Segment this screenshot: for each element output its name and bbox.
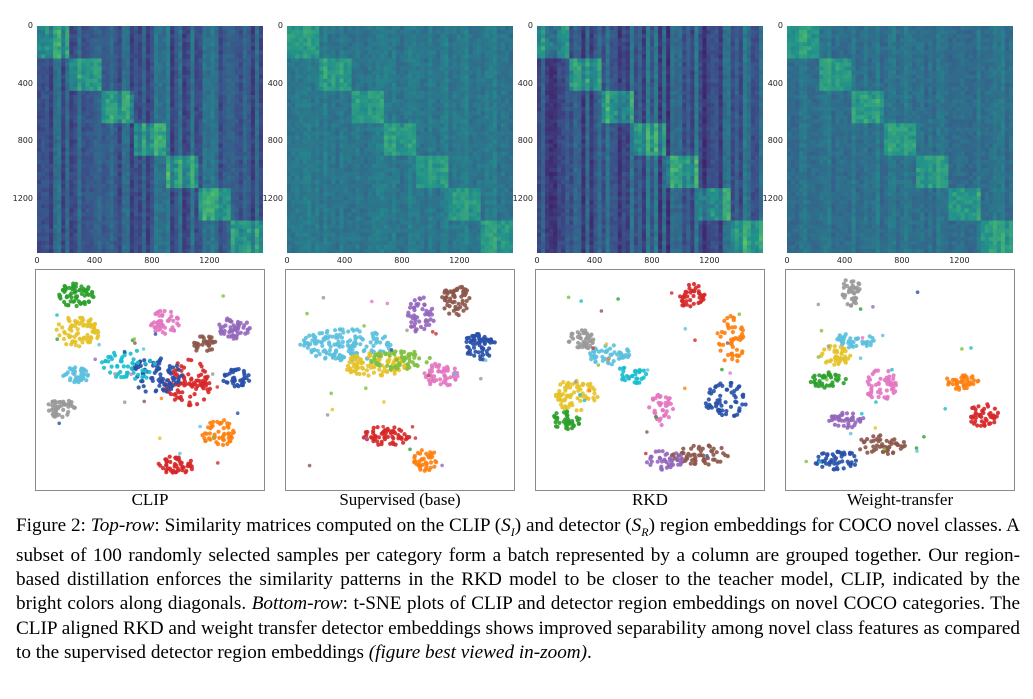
caption-sr-symbol: S: [631, 515, 642, 536]
caption-sr-sub: R: [641, 524, 649, 539]
caption-part1: : Similarity matrices computed on the CL…: [154, 515, 502, 536]
matrix-x-tick: 800: [644, 256, 660, 265]
matrix-y-tick: 400: [17, 78, 33, 88]
matrix-x-tick: 0: [34, 256, 40, 265]
matrix-svg-rkd: [537, 26, 763, 253]
matrix-x-tick: 800: [394, 256, 410, 265]
caption-si-symbol: S: [501, 515, 511, 536]
matrix-y-tick: 1200: [512, 193, 533, 203]
figure-caption: Figure 2: Top-row: Similarity matrices c…: [16, 514, 1020, 665]
column-label-clip: CLIP: [131, 490, 169, 509]
matrix-x-tick: 0: [284, 256, 290, 265]
matrix-x-tick: 0: [534, 256, 540, 265]
matrix-y-tick: 400: [767, 78, 783, 88]
caption-top-row-label: Top-row: [90, 515, 155, 536]
matrix-y-tick: 800: [17, 136, 33, 146]
caption-part2: ) and detector (: [514, 515, 632, 536]
matrix-y-tick: 800: [517, 136, 533, 146]
tsne-plot-rkd: [535, 269, 765, 491]
column-label-rkd: RKD: [632, 490, 668, 509]
similarity-matrix-clip: [37, 26, 263, 253]
matrix-y-tick: 0: [777, 21, 783, 30]
matrix-x-tick: 400: [336, 256, 353, 265]
matrix-y-tick: 1200: [762, 193, 783, 203]
matrix-y-tick: 400: [517, 78, 533, 88]
caption-note: (figure best viewed in-zoom): [368, 641, 588, 663]
matrix-x-tick: 1200: [199, 256, 220, 265]
matrix-x-tick: 1200: [699, 256, 720, 265]
tsne-svg-clip: [46, 281, 252, 475]
tsne-plot-supervised: [285, 269, 515, 491]
matrix-x-tick: 400: [586, 256, 603, 265]
matrix-y-tick: 1200: [12, 193, 33, 203]
matrix-y-tick: 0: [27, 21, 33, 30]
similarity-matrix-supervised: [287, 26, 513, 253]
similarity-matrix-rkd: [537, 26, 763, 253]
column-label-weight-transfer: Weight-transfer: [846, 490, 954, 509]
matrix-y-tick: 800: [767, 136, 783, 146]
matrix-x-tick: 400: [836, 256, 853, 265]
matrix-y-tick: 800: [267, 136, 283, 146]
caption-end: .: [587, 641, 592, 663]
caption-part4: : t-SNE plots of CLIP and detector regio…: [16, 593, 1020, 663]
matrix-x-tick: 800: [894, 256, 910, 265]
matrix-y-tick: 400: [267, 78, 283, 88]
caption-si-sub: I: [510, 524, 515, 539]
matrix-y-tick: 0: [527, 21, 533, 30]
caption-part3: ) region embeddings for COCO novel class…: [16, 515, 1020, 615]
caption-bottom-row-label: Bottom-row: [251, 593, 343, 615]
matrix-x-tick: 400: [86, 256, 103, 265]
matrix-x-tick: 1200: [949, 256, 970, 265]
matrix-y-tick: 0: [277, 21, 283, 30]
matrix-svg-weight: [787, 26, 1013, 253]
tsne-plot-weight-transfer: [785, 269, 1015, 491]
matrix-svg-clip: [37, 26, 263, 253]
matrix-y-tick: 1200: [262, 193, 283, 203]
similarity-matrix-weight-transfer: [787, 26, 1013, 253]
caption-figure-label: Figure 2:: [16, 515, 86, 536]
matrix-svg-supervised: [287, 26, 513, 253]
matrix-x-tick: 1200: [449, 256, 470, 265]
tsne-plot-clip: [35, 269, 265, 491]
tsne-svg-weight: [804, 278, 1001, 472]
tsne-svg-supervised: [298, 284, 497, 473]
matrix-x-tick: 0: [784, 256, 790, 265]
matrix-x-tick: 800: [144, 256, 160, 265]
column-label-supervised: Supervised (base): [339, 490, 461, 509]
tsne-svg-rkd: [552, 282, 748, 472]
